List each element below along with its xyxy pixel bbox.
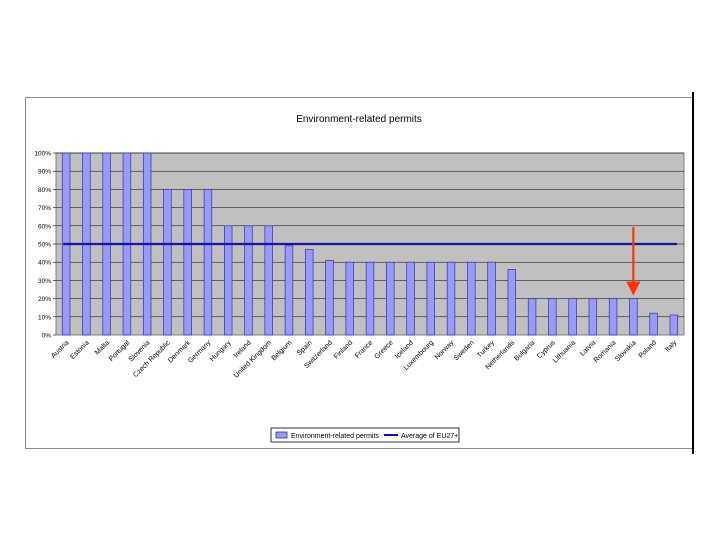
bar	[670, 315, 678, 335]
bar	[548, 299, 556, 335]
y-tick-label: 30%	[38, 278, 51, 285]
y-tick-label: 20%	[38, 296, 51, 303]
x-tick-label: Slovakia	[614, 339, 638, 363]
bar	[467, 262, 475, 335]
x-tick-label: Sweden	[453, 339, 476, 362]
y-tick-label: 10%	[38, 314, 51, 321]
bar	[366, 262, 374, 335]
bar	[609, 299, 617, 335]
bar	[630, 299, 638, 335]
bar	[305, 249, 313, 335]
bar	[508, 269, 516, 335]
bar	[386, 262, 394, 335]
chart-svg: Environment-related permits 0% 10% 20% 30% 4…	[26, 98, 692, 448]
legend-bar-swatch	[276, 432, 287, 438]
x-tick-label: Bulgaria	[513, 339, 536, 362]
x-tick-label: Italy	[664, 339, 678, 353]
x-tick-label: United Kingdom	[233, 339, 273, 379]
x-tick-label: Finland	[333, 339, 354, 360]
x-tick-label: Romania	[593, 339, 618, 364]
x-tick-label: Hungary	[209, 339, 233, 363]
y-tick-label: 70%	[38, 205, 51, 212]
bar	[184, 189, 192, 335]
bar	[427, 262, 435, 335]
x-tick-label: Spain	[296, 339, 314, 357]
bar	[569, 299, 577, 335]
x-tick-label: Austria	[50, 339, 70, 359]
bar	[346, 262, 354, 335]
legend-label-permits: Environment-related permits	[291, 433, 379, 440]
bar	[204, 189, 212, 335]
bar	[407, 262, 415, 335]
side-rule	[692, 92, 694, 454]
bar	[285, 246, 293, 335]
y-tick-label: 80%	[38, 187, 51, 194]
y-tick-label: 0%	[42, 333, 52, 340]
chart-title: Environment-related permits	[296, 114, 422, 125]
y-tick-label: 90%	[38, 169, 51, 176]
legend-label-average: Average of EU27+	[401, 433, 458, 440]
chart-frame: Environment-related permits 0% 10% 20% 30% 4…	[25, 97, 693, 449]
bar	[589, 299, 597, 335]
x-tick-label: Lithuania	[552, 339, 577, 364]
y-tick-label: 60%	[38, 223, 51, 230]
y-tick-label: 40%	[38, 260, 51, 267]
bar	[245, 226, 253, 335]
x-tick-label: Latvia	[579, 339, 597, 357]
bar	[265, 226, 273, 335]
bar	[326, 260, 334, 335]
bar	[650, 313, 658, 335]
bar	[447, 262, 455, 335]
bar	[488, 262, 496, 335]
legend: Environment-related permits Average of E…	[271, 428, 459, 442]
x-tick-label: Greece	[373, 339, 394, 360]
x-tick-label: Germany	[187, 339, 213, 365]
bar	[164, 189, 172, 335]
y-axis-tick-labels: 0% 10% 20% 30% 40% 50% 60% 70% 80% 90% 100%	[34, 151, 56, 340]
x-tick-label: Belgium	[271, 339, 294, 362]
bar	[528, 299, 536, 335]
x-tick-label: France	[354, 339, 374, 359]
y-tick-label: 50%	[38, 242, 51, 249]
bar	[224, 226, 232, 335]
x-tick-label: Poland	[638, 339, 658, 359]
x-tick-label: Malta	[94, 339, 111, 356]
x-tick-label: Estonia	[69, 339, 91, 361]
y-tick-label: 100%	[34, 151, 51, 158]
